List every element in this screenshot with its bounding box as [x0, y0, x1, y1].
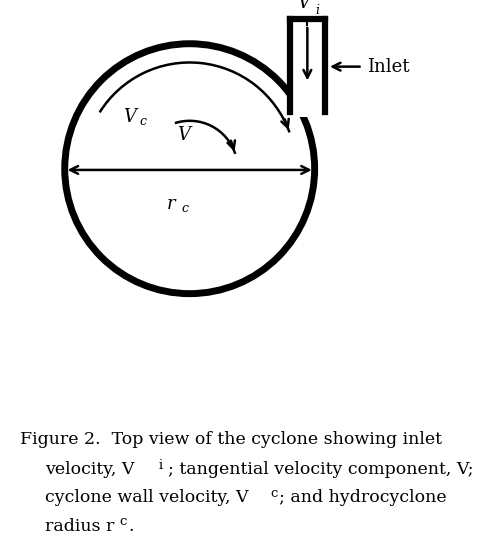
- Text: ; tangential velocity component, V;: ; tangential velocity component, V;: [168, 461, 473, 478]
- Text: cyclone wall velocity, V: cyclone wall velocity, V: [45, 489, 248, 506]
- Text: V: V: [297, 0, 310, 12]
- Text: c: c: [139, 115, 146, 128]
- Text: Figure 2.  Top view of the cyclone showing inlet: Figure 2. Top view of the cyclone showin…: [20, 430, 442, 447]
- Text: i: i: [315, 4, 319, 17]
- Bar: [291, 14, 324, 116]
- Text: ; and hydrocyclone: ; and hydrocyclone: [279, 489, 447, 506]
- Text: V: V: [177, 127, 190, 144]
- Text: c: c: [119, 515, 126, 528]
- Text: V: V: [123, 108, 136, 125]
- Text: radius r: radius r: [45, 517, 114, 534]
- Text: i: i: [159, 459, 163, 472]
- Text: Inlet: Inlet: [367, 58, 409, 76]
- Text: c: c: [270, 487, 278, 500]
- Text: .: .: [128, 517, 133, 534]
- Text: c: c: [181, 202, 188, 215]
- Text: r: r: [167, 195, 175, 213]
- Text: velocity, V: velocity, V: [45, 461, 134, 478]
